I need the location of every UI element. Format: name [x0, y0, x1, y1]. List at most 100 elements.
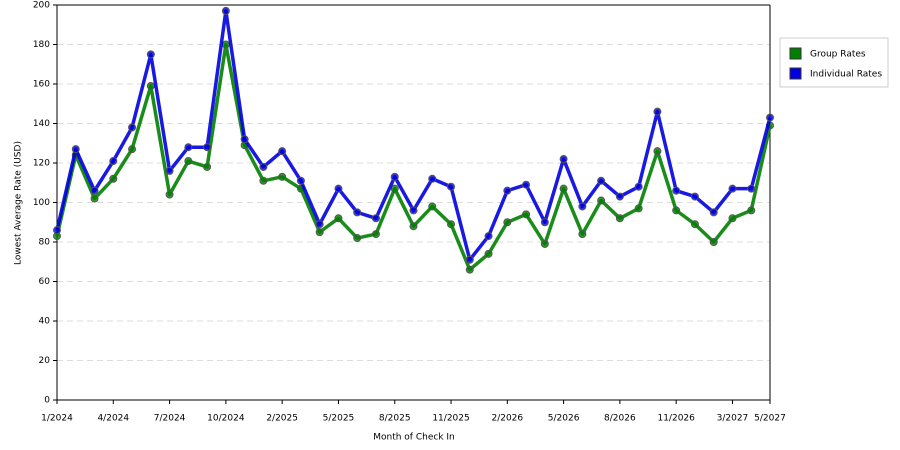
y-tick-label: 180: [33, 40, 50, 50]
data-point: [428, 174, 437, 183]
legend-swatch: [789, 67, 802, 80]
y-tick-label: 0: [44, 396, 50, 406]
data-point: [522, 210, 531, 219]
data-point: [409, 222, 418, 231]
data-point: [522, 180, 531, 189]
data-point: [634, 204, 643, 213]
x-tick-label: 2/2026: [491, 414, 523, 424]
x-tick-label: 1/2024: [41, 414, 73, 424]
data-point: [184, 157, 193, 166]
data-point: [540, 218, 549, 227]
data-point: [728, 214, 737, 223]
y-tick-label: 20: [39, 356, 51, 366]
x-tick-label: 7/2024: [154, 414, 186, 424]
data-point: [672, 206, 681, 215]
data-point: [371, 214, 380, 223]
data-point: [728, 184, 737, 193]
data-point: [634, 182, 643, 191]
data-point: [278, 172, 287, 181]
data-point: [484, 232, 493, 241]
data-point: [503, 186, 512, 195]
data-point: [259, 176, 268, 185]
data-point: [240, 135, 249, 144]
data-point: [53, 226, 61, 235]
data-point: [259, 162, 268, 171]
data-point: [390, 172, 399, 181]
data-point: [428, 202, 437, 211]
data-point: [71, 145, 80, 154]
data-point: [315, 220, 324, 229]
y-tick-label: 100: [33, 198, 50, 208]
data-point: [559, 155, 568, 164]
data-point: [615, 192, 624, 201]
y-tick-label: 80: [39, 238, 51, 248]
data-point: [690, 192, 699, 201]
data-point: [146, 50, 155, 59]
data-point: [766, 113, 774, 122]
data-point: [747, 184, 756, 193]
legend-swatch: [789, 47, 802, 60]
y-tick-label: 160: [33, 80, 50, 90]
y-tick-label: 40: [39, 317, 51, 327]
data-point: [597, 196, 606, 205]
legend-box: [779, 37, 889, 88]
data-point: [653, 147, 662, 156]
data-point: [128, 123, 137, 132]
data-point: [559, 184, 568, 193]
plot-area: [57, 5, 770, 400]
x-tick-label: 2/2025: [266, 414, 298, 424]
data-point: [653, 107, 662, 116]
x-tick-label: 8/2025: [379, 414, 411, 424]
x-tick-label: 11/2026: [657, 414, 695, 424]
y-tick-label: 60: [39, 277, 51, 287]
legend-label: Group Rates: [810, 50, 866, 60]
data-point: [578, 230, 587, 239]
data-point: [90, 186, 99, 195]
x-tick-label: 4/2024: [97, 414, 129, 424]
data-point: [465, 255, 474, 264]
data-point: [203, 143, 212, 152]
data-point: [353, 208, 362, 217]
data-point: [203, 162, 212, 171]
x-tick-label: 5/2027: [754, 414, 786, 424]
legend-label: Individual Rates: [810, 70, 882, 80]
x-tick-label: 5/2025: [323, 414, 355, 424]
data-point: [165, 166, 174, 175]
x-tick-label: 5/2026: [548, 414, 580, 424]
y-tick-label: 120: [33, 159, 50, 169]
data-point: [109, 174, 118, 183]
data-point: [409, 206, 418, 215]
data-point: [109, 157, 118, 166]
data-point: [540, 239, 549, 248]
data-point: [747, 206, 756, 215]
data-point: [672, 186, 681, 195]
data-point: [709, 238, 718, 246]
data-point: [90, 194, 99, 203]
data-point: [334, 214, 343, 223]
data-point: [165, 190, 174, 199]
data-point: [353, 234, 362, 243]
x-tick-label: 11/2025: [432, 414, 469, 424]
data-point: [315, 228, 324, 237]
data-point: [447, 220, 456, 229]
data-point: [128, 145, 137, 154]
data-point: [484, 249, 493, 258]
data-point: [334, 184, 343, 193]
x-tick-label: 3/2027: [717, 414, 749, 424]
data-point: [221, 6, 230, 15]
data-point: [615, 214, 624, 223]
data-point: [371, 230, 380, 239]
data-point: [221, 40, 230, 49]
y-axis-label: Lowest Average Rate (USD): [14, 141, 24, 265]
y-tick-label: 140: [33, 119, 50, 129]
x-tick-label: 8/2026: [604, 414, 636, 424]
data-point: [578, 202, 587, 211]
data-point: [503, 218, 512, 227]
data-point: [447, 182, 456, 191]
data-point: [184, 143, 193, 152]
data-point: [465, 265, 474, 274]
data-point: [690, 220, 699, 229]
data-point: [296, 176, 305, 185]
data-point: [709, 208, 718, 217]
